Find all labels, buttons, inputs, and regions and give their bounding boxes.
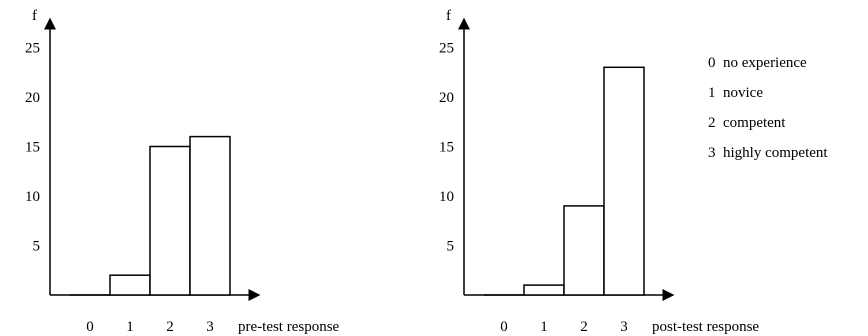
x-tick-label: 0	[500, 319, 508, 335]
bar-2	[563, 205, 605, 296]
x-axis-label: pre-test response	[238, 319, 340, 335]
y-tick-label: 10	[439, 189, 454, 205]
x-tick-label: 3	[620, 319, 628, 335]
legend-code: 1	[708, 85, 716, 101]
y-tick-labels: 5 10 15 20 25	[439, 41, 454, 255]
legend-code: 0	[708, 55, 716, 71]
bar-1	[109, 274, 151, 296]
legend-label: no experience	[723, 55, 807, 71]
y-tick-label: 20	[439, 90, 454, 106]
y-tick-label: 5	[33, 239, 41, 255]
x-tick-label: 0	[86, 319, 94, 335]
pre-test-histogram: f pre-test response 5 10 15 20 25 0 1 2 3	[25, 8, 340, 335]
legend-code: 2	[708, 115, 716, 131]
bar-2	[149, 145, 191, 296]
legend-label: competent	[723, 115, 786, 131]
y-tick-label: 10	[25, 189, 40, 205]
y-tick-label: 20	[25, 90, 40, 106]
y-tick-label: 5	[447, 239, 455, 255]
y-tick-label: 25	[439, 41, 454, 57]
y-axis-label: f	[446, 8, 451, 24]
legend: 0 no experience 1 novice 2 competent 3 highly c…	[708, 55, 828, 161]
bars	[70, 135, 231, 296]
x-tick-label: 1	[126, 319, 134, 335]
legend-code: 3	[708, 145, 716, 161]
x-tick-label: 3	[206, 319, 214, 335]
y-tick-label: 15	[25, 140, 40, 156]
x-tick-label: 2	[166, 319, 174, 335]
y-axis-label: f	[32, 8, 37, 24]
x-tick-labels: 0 1 2 3	[500, 319, 628, 335]
y-tick-label: 15	[439, 140, 454, 156]
bar-3	[189, 135, 231, 296]
bars	[484, 66, 645, 296]
x-tick-label: 2	[580, 319, 588, 335]
bar-1	[523, 284, 565, 296]
x-axis-label: post-test response	[652, 319, 759, 335]
legend-label: novice	[723, 85, 763, 101]
x-tick-labels: 0 1 2 3	[86, 319, 214, 335]
legend-label: highly competent	[723, 145, 828, 161]
y-tick-labels: 5 10 15 20 25	[25, 41, 40, 255]
y-tick-label: 25	[25, 41, 40, 57]
x-tick-label: 1	[540, 319, 548, 335]
bar-3	[603, 66, 645, 296]
